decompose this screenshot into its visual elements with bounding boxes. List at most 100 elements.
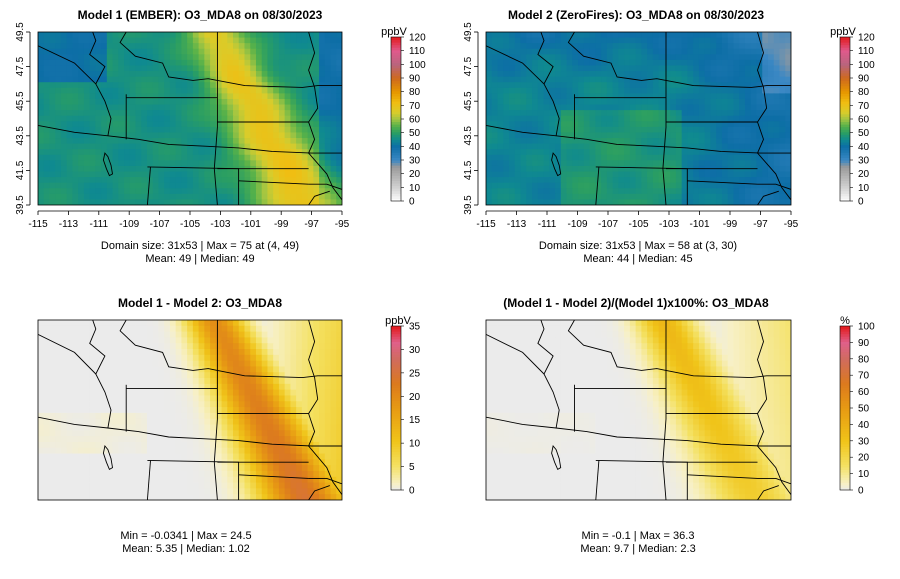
heatmap-cell <box>112 447 119 455</box>
heatmap-cell <box>227 349 234 356</box>
heatmap-cell <box>95 389 102 397</box>
stats-line: Mean: 44 | Median: 45 <box>583 253 692 265</box>
heatmap-cell <box>60 193 68 201</box>
heatmap-cell <box>146 82 154 89</box>
heatmap-cell <box>785 54 791 61</box>
heatmap-cell <box>43 149 51 156</box>
heatmap-cell <box>319 48 326 55</box>
heatmap-cell <box>497 37 504 44</box>
heatmap-cell <box>698 48 706 55</box>
colorbar-tick-label: 70 <box>858 101 870 112</box>
heatmap-cell <box>221 453 228 460</box>
heatmap-cell <box>244 401 251 408</box>
heatmap-cell <box>118 71 125 78</box>
heatmap-cell <box>118 54 125 61</box>
heatmap-cell <box>635 71 642 78</box>
heatmap-cell <box>267 37 274 44</box>
colorbar-segment <box>840 183 850 187</box>
heatmap-cell <box>641 54 648 61</box>
heatmap-cell <box>589 143 596 150</box>
heatmap-cell <box>733 110 740 117</box>
heatmap-cell <box>503 126 510 134</box>
heatmap-cell <box>284 93 291 100</box>
heatmap-cell <box>204 401 211 408</box>
heatmap-cell <box>66 418 74 426</box>
heatmap-cell <box>146 43 154 50</box>
heatmap-cell <box>233 343 240 350</box>
heatmap-cell <box>779 104 786 111</box>
heatmap-cell <box>221 87 228 94</box>
heatmap-cell <box>324 37 332 44</box>
heatmap-cell <box>141 121 148 128</box>
heatmap-cell <box>215 132 223 139</box>
heatmap-cell <box>78 165 85 173</box>
heatmap-cell <box>169 59 177 67</box>
heatmap-cell <box>101 320 108 327</box>
colorbar-segment <box>840 57 850 61</box>
x-tick-label: -97 <box>304 219 319 230</box>
heatmap-cell <box>744 87 752 94</box>
heatmap-cell <box>290 395 297 402</box>
heatmap-cell <box>336 143 342 150</box>
heatmap-cell <box>198 110 205 117</box>
y-tick-label: 43.5 <box>463 126 474 146</box>
heatmap-cell <box>324 143 332 150</box>
heatmap-cell <box>307 430 314 437</box>
heatmap-cell <box>95 71 102 78</box>
heatmap-cell <box>72 87 79 94</box>
heatmap-cell <box>198 459 205 466</box>
heatmap-cell <box>112 32 119 39</box>
heatmap-cell <box>779 32 786 39</box>
heatmap-cell <box>624 87 631 94</box>
heatmap-cell <box>66 32 74 39</box>
colorbar-tick-label: 120 <box>409 33 426 44</box>
heatmap-cell <box>601 165 608 173</box>
heatmap-cell <box>66 372 74 379</box>
heatmap-cell <box>55 182 62 189</box>
heatmap-cell <box>49 143 56 150</box>
heatmap-cell <box>618 160 625 167</box>
heatmap-cell <box>526 121 533 128</box>
heatmap-cell <box>106 43 114 50</box>
heatmap-cell <box>744 188 752 195</box>
heatmap-cell <box>78 193 85 201</box>
x-tick-label: -113 <box>59 219 79 230</box>
heatmap-cell <box>290 115 297 122</box>
heatmap-cell <box>152 436 160 443</box>
heatmap-cell <box>514 188 522 195</box>
x-tick-label: -99 <box>723 219 738 230</box>
heatmap-cell <box>261 110 269 117</box>
heatmap-cell <box>773 93 781 100</box>
heatmap-cell <box>83 121 91 128</box>
heatmap-cell <box>152 132 160 139</box>
heatmap-cell <box>233 430 240 437</box>
heatmap-cell <box>210 149 217 156</box>
heatmap-cell <box>698 182 706 189</box>
heatmap-cell <box>284 331 291 339</box>
heatmap-cell <box>72 470 79 478</box>
heatmap-cell <box>55 143 62 150</box>
heatmap-cell <box>601 32 608 39</box>
colorbar-segment <box>391 195 401 199</box>
heatmap-cell <box>210 48 217 55</box>
heatmap-cell <box>112 93 119 100</box>
heatmap-cell <box>762 71 769 78</box>
heatmap-cell <box>101 138 108 145</box>
heatmap-cell <box>601 76 608 83</box>
heatmap-cell <box>169 98 177 106</box>
heatmap-cell <box>537 59 545 67</box>
heatmap-cell <box>55 407 62 414</box>
heatmap-cell <box>278 430 286 437</box>
heatmap-cell <box>250 182 257 189</box>
heatmap-cell <box>324 54 332 61</box>
heatmap-cell <box>250 65 257 72</box>
heatmap-cell <box>767 76 775 83</box>
heatmap-cell <box>578 171 585 178</box>
heatmap-cell <box>785 59 791 67</box>
state-border-line <box>757 183 791 190</box>
heatmap-cell <box>112 182 119 189</box>
heatmap-cell <box>733 121 740 128</box>
x-tick-label: -109 <box>119 219 139 230</box>
heatmap-cell <box>244 320 251 327</box>
heatmap-cell <box>560 126 568 134</box>
